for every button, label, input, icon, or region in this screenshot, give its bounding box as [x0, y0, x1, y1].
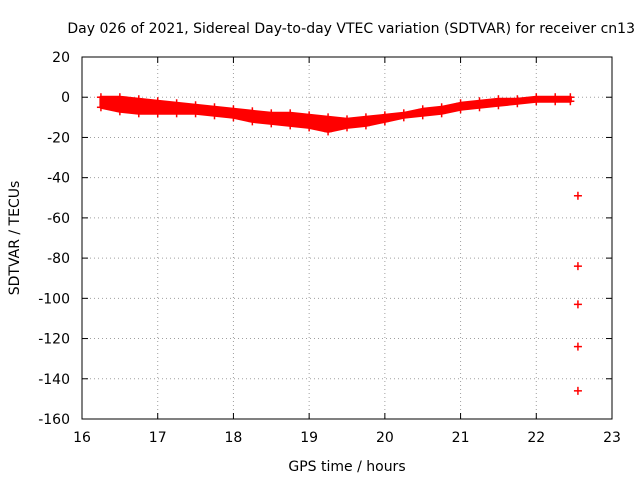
y-tick-label: -120 — [38, 332, 70, 348]
band-edge-point — [191, 109, 200, 118]
chart-title: Day 026 of 2021, Sidereal Day-to-day VTE… — [67, 21, 635, 37]
band-edge-point — [115, 107, 124, 116]
x-tick-label: 21 — [452, 430, 470, 446]
band-edge-point — [153, 109, 162, 118]
ticks: 16 17 18 19 20 21 22 23 20 0 -20 -40 -60 -80 -100 -120 -… — [38, 50, 621, 446]
band-edge-point — [229, 113, 238, 122]
band-edge-point — [96, 103, 105, 112]
band-edge-point — [475, 103, 484, 112]
y-tick-label: -20 — [47, 130, 70, 146]
outlier-point — [573, 386, 582, 395]
x-tick-label: 22 — [527, 430, 545, 446]
band-edge-point — [456, 105, 465, 114]
y-tick-label: -160 — [38, 412, 70, 428]
band-edge-point — [551, 97, 560, 106]
band-edge-point — [134, 95, 143, 104]
band-edge-point — [172, 99, 181, 108]
band-edge-point — [324, 127, 333, 136]
band-edge-point — [513, 99, 522, 108]
series-layer — [96, 93, 582, 395]
band-edge-point — [115, 93, 124, 102]
band-edge-point — [532, 97, 541, 106]
x-axis-label: GPS time / hours — [288, 459, 405, 475]
band-edge-point — [210, 103, 219, 112]
band-edge-point — [172, 109, 181, 118]
band-edge-point — [267, 109, 276, 118]
y-tick-label: -40 — [47, 171, 70, 187]
band-edge-point — [248, 107, 257, 116]
band-edge-point — [210, 111, 219, 120]
outlier-point — [573, 300, 582, 309]
x-tick-label: 23 — [603, 430, 621, 446]
band-edge-point — [305, 123, 314, 132]
y-tick-label: 0 — [61, 90, 70, 106]
x-tick-label: 18 — [225, 430, 243, 446]
y-tick-label: -60 — [47, 211, 70, 227]
band-edge-point — [248, 117, 257, 126]
x-tick-label: 20 — [376, 430, 394, 446]
y-tick-label: -140 — [38, 372, 70, 388]
band-edge-point — [566, 97, 575, 106]
band-edge-point — [418, 111, 427, 120]
band-edge-point — [229, 105, 238, 114]
outlier-point — [573, 342, 582, 351]
x-tick-label: 16 — [73, 430, 91, 446]
band-edge-point — [380, 117, 389, 126]
band-edge-point — [494, 101, 503, 110]
band-edge-point — [191, 101, 200, 110]
band-edge-point — [153, 97, 162, 106]
y-tick-label: 20 — [52, 50, 70, 66]
band-edge-point — [343, 123, 351, 132]
y-axis-label: SDTVAR / TECUs — [7, 181, 23, 296]
band-edge-point — [286, 121, 295, 130]
band-edge-point — [134, 109, 143, 118]
series-band — [99, 95, 572, 133]
band-edge-point — [399, 113, 408, 122]
band-edge-point — [96, 93, 105, 102]
band-edge-point — [267, 119, 276, 128]
band-edge-point — [361, 121, 370, 130]
band-edge-point — [361, 113, 370, 122]
outlier-point — [573, 191, 582, 200]
band-edge-point — [437, 109, 446, 118]
outlier-point — [573, 262, 582, 271]
y-tick-label: -100 — [38, 291, 70, 307]
y-tick-label: -80 — [47, 251, 70, 267]
plot-frame — [81, 56, 613, 420]
band-edge-point — [324, 113, 333, 122]
band-edge-point — [286, 109, 295, 118]
x-tick-label: 19 — [300, 430, 318, 446]
band-edge-point — [305, 111, 314, 120]
band-edge-point — [343, 115, 351, 124]
x-tick-label: 17 — [149, 430, 167, 446]
